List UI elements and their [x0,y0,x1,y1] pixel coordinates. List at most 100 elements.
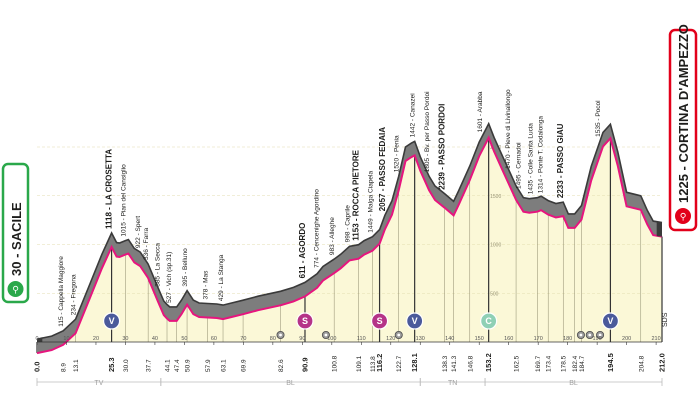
axis-tick-label: 20 [93,336,99,342]
place-separator: - [182,270,189,276]
place-separator: - [410,117,417,123]
region-bar: TV BL TN BL [36,378,663,387]
place-altitude: 1535 [595,122,602,137]
place-name: La Secca [154,243,161,270]
axis-tick-label: 130 [416,336,425,342]
km-label: 82.6 [278,359,285,372]
place-separator: - [438,165,447,172]
place-label: 527 - Vich (sp.31) [166,252,173,303]
place-label: 378 - Mas [203,270,210,300]
axis-tick-label: 110 [357,336,366,342]
place-altitude: 2057 [378,193,387,211]
place-separator: - [424,152,431,158]
gpm-marker-symbol: V [109,316,115,326]
place-name: PASSO GIAU [556,123,565,173]
axis-tick-label: 200 [622,336,631,342]
start-name: SACILE [9,202,24,250]
place-separator: - [203,283,210,289]
feed-marker-symbol: C [485,316,492,326]
place-separator: - [58,311,65,317]
place-separator: - [352,216,361,223]
axis-tick-label: 90 [299,336,305,342]
place-label: 336 - Farra [143,227,150,260]
place-name: Fregona [71,274,78,299]
place-name: AGORDO [298,223,307,259]
gpm-marker [102,312,121,330]
place-separator: - [105,205,114,212]
profile-ridge [36,121,663,340]
start-block [37,337,43,342]
region-label: TN [448,380,457,387]
profile-band [37,123,662,354]
region-label: BL [569,380,578,387]
place-altitude: 983 [329,244,336,255]
start-flag-icon [7,281,24,297]
place-separator: - [505,149,512,155]
sprint-marker-symbol: S [377,316,383,326]
finish-block [656,222,662,237]
place-altitude: 922 [135,237,142,248]
place-altitude: 1118 [105,212,114,229]
place-separator: - [135,231,142,237]
place-label: 1153 - ROCCA PIETORE [352,149,361,240]
place-separator: - [71,299,78,305]
place-labels: 115 - Cappella Maggiore 234 - Fregona 1118… [58,89,602,327]
place-altitude: 1442 [410,123,417,138]
place-altitude: 1470 [505,154,512,169]
place-label: 2239 - PASSO PORDOI [438,104,447,190]
km-label: 63.1 [221,359,228,372]
place-name: Caprile [345,205,352,226]
axis-tick-label: 190 [593,336,602,342]
place-separator: - [595,117,602,123]
sprint-marker-symbol: S [302,316,308,326]
place-separator: - [120,216,127,222]
place-name: Bv. per Passo Pordoi [424,91,431,152]
place-altitude: 429 [218,290,225,301]
place-altitude: 1805 [424,157,431,172]
place-altitude: 1520 [394,157,401,172]
km-label: 178.5 [561,355,568,372]
place-separator: - [329,239,336,244]
gpm-marker [406,312,424,330]
place-altitude: 1314 [538,178,545,193]
place-name: Cappella Maggiore [58,256,65,311]
axis-tick-label: 210 [652,336,661,342]
scale-note: SDS [662,312,669,327]
sprint-marker [296,312,314,330]
place-altitude: 1015 [120,222,127,237]
km-label: 8.9 [61,363,68,372]
place-altitude: 1153 [352,223,361,241]
place-altitude: 2233 [556,180,565,198]
place-label: 998 - Caprile [345,205,352,243]
start-bike-glyph: ⚲ [12,285,19,295]
place-separator: - [477,113,484,118]
place-altitude: 395 [182,275,189,286]
km-label: 116.2 [375,354,384,372]
place-label: 1118 - LA CROSETTA [105,149,114,229]
timing-dot-core [598,333,602,337]
place-name: Farra [143,227,150,243]
axis-tick-label: 70 [240,336,246,342]
place-label: 1015 - Pian del Cansiglio [120,164,127,237]
place-separator: - [556,173,565,180]
km-label: 25.3 [107,357,116,372]
place-separator: - [298,259,307,266]
axis-tick-label: 100 [327,336,336,342]
place-altitude: 336 [143,249,150,260]
axis-tick-label: 0 [35,336,38,342]
km-label: 184.7 [579,355,586,372]
place-label: 1314 - Ponte T. Codalonga [538,116,545,194]
km-label: 146.8 [467,355,474,372]
place-label: 2233 - PASSO GIAU [556,123,565,198]
place-name: Mas [203,270,210,283]
axis-tick-label: 10 [63,336,69,342]
timing-dot-core [279,333,282,337]
place-label: 2057 - PASSO FEDAIA [378,127,387,212]
place-label: 385 - La Secca [154,243,161,287]
km-label: 13.1 [73,359,80,372]
profile-band-layer [36,121,663,355]
place-label: 983 - Alleghe [329,217,336,255]
place-label: 1535 - Pocol [595,100,602,137]
km-label: 57.9 [205,359,212,372]
start-label: 30 - SACILE [9,202,24,276]
